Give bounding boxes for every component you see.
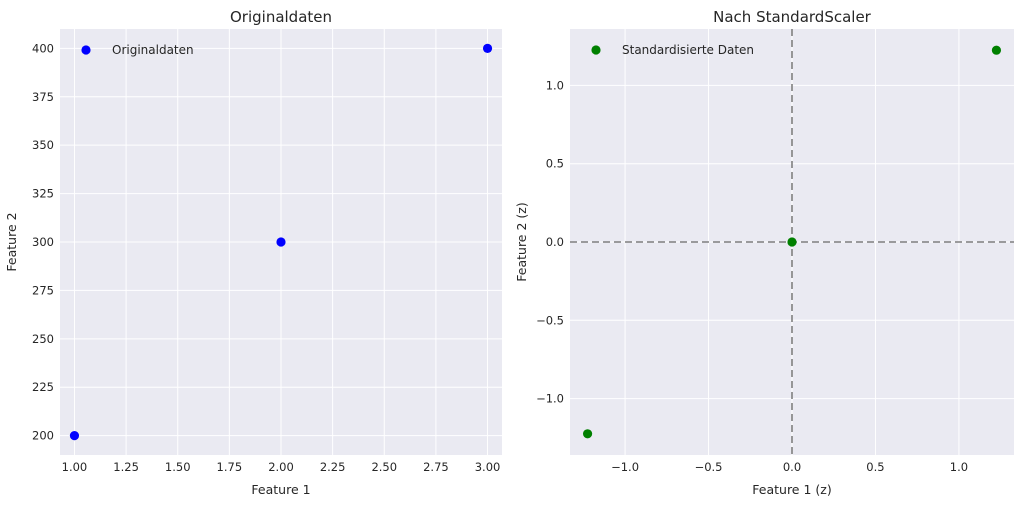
x-tick-label: 1.50 [165,460,191,474]
x-tick-label: −0.5 [695,460,723,474]
legend-label: Standardisierte Daten [622,43,754,57]
legend-label: Originaldaten [112,43,194,57]
x-tick-label: 0.5 [866,460,884,474]
y-axis-label: Feature 2 (z) [514,202,529,281]
y-tick-label: 400 [32,41,54,55]
y-tick-label: 0.0 [546,235,564,249]
x-tick-label: 0.0 [783,460,801,474]
data-point [482,43,493,53]
chart-title: Nach StandardScaler [713,8,872,26]
y-tick-label: 250 [32,332,54,346]
x-tick-label: 1.0 [950,460,968,474]
x-tick-label: 2.25 [320,460,346,474]
y-tick-label: −1.0 [536,392,564,406]
x-tick-label: 2.75 [423,460,449,474]
y-axis-label: Feature 2 [4,212,19,271]
x-tick-label: −1.0 [611,460,639,474]
y-tick-label: 0.5 [546,157,564,171]
y-tick-label: 375 [32,90,54,104]
y-tick-label: 1.0 [546,78,564,92]
data-point [991,45,1002,55]
y-tick-label: 225 [32,380,54,394]
y-tick-label: 350 [32,138,54,152]
chart-panel-1: 1.00 1.25 1.50 1.75 2.00 2.25 2.50 2.75 3.00 200 2… [4,8,502,497]
x-tick-label: 1.75 [217,460,243,474]
chart-title: Originaldaten [230,8,332,26]
legend-marker [591,45,601,55]
y-tick-label: 325 [32,187,54,201]
x-tick-label: 2.00 [268,460,294,474]
x-axis-label: Feature 1 [251,482,310,497]
x-tick-label: 3.00 [475,460,501,474]
legend-marker [81,45,91,55]
x-tick-label: 1.25 [113,460,139,474]
y-tick-label: 200 [32,429,54,443]
x-tick-label: 2.50 [371,460,397,474]
data-point [276,237,286,247]
x-tick-label: 1.00 [62,460,88,474]
chart-panel-2: −1.0 −0.5 0.0 0.5 1.0 −1.0 −0.5 0.0 0.5 1.0 Nach S… [514,8,1014,497]
x-axis-label: Feature 1 (z) [752,482,831,497]
y-tick-label: 300 [32,235,54,249]
y-tick-label: 275 [32,283,54,297]
y-tick-label: −0.5 [536,313,564,327]
data-point [582,429,593,439]
data-point [787,237,797,247]
data-point [69,431,80,441]
